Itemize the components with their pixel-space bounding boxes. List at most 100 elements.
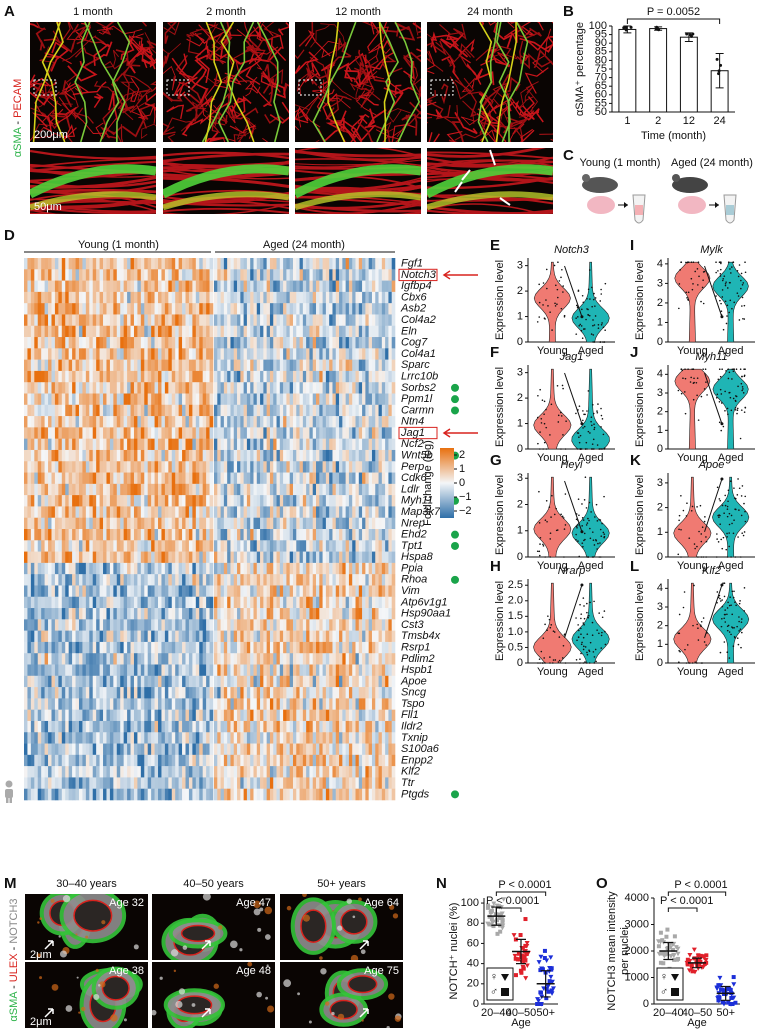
heatmap-cell [134,529,138,541]
heatmap-cell [290,506,294,518]
heatmap-cell [270,642,274,654]
heatmap-cell [296,427,300,439]
heatmap-cell [309,461,313,473]
heatmap-cell [214,608,218,620]
heatmap-cell [100,427,104,439]
heatmap-cell [270,337,274,349]
heatmap-cell [270,585,274,597]
heatmap-cell [359,495,363,507]
heatmap-cell [352,552,356,564]
heatmap-cell [309,608,313,620]
heatmap-cell [296,337,300,349]
heatmap-cell [323,529,327,541]
heatmap-cell [263,427,267,439]
heatmap-cell [240,495,244,507]
heatmap-cell [100,461,104,473]
heatmap-cell [244,540,248,552]
heatmap-cell [290,687,294,699]
heatmap-cell [388,439,392,451]
heatmap-cell [375,687,379,699]
heatmap-cell [110,269,114,281]
heatmap-cell [113,281,117,293]
heatmap-cell [161,360,165,372]
heatmap-cell [300,461,304,473]
heatmap-cell [117,348,121,360]
heatmap-cell [34,585,38,597]
heatmap-cell [309,269,313,281]
heatmap-cell [206,450,210,462]
heatmap-cell [86,450,90,462]
heatmap-cell [300,337,304,349]
heatmap-cell [182,439,186,451]
heatmap-cell [214,405,218,417]
heatmap-cell [24,597,28,609]
heatmap-cell [76,574,80,586]
heatmap-cell [124,529,128,541]
heatmap-cell [365,450,369,462]
heatmap-cell [141,574,145,586]
heatmap-cell [131,269,135,281]
heatmap-cell [124,281,128,293]
heatmap-cell [286,619,290,631]
heatmap-cell [38,506,42,518]
heatmap-cell [260,427,264,439]
heatmap-cell [286,281,290,293]
heatmap-cell [210,382,214,394]
heatmap-cell [362,281,366,293]
heatmap-cell [309,382,313,394]
heatmap-cell [172,631,176,643]
heatmap-cell [277,665,281,677]
heatmap-cell [155,687,159,699]
heatmap-cell [45,371,49,383]
heatmap-cell [65,484,69,496]
heatmap-cell [38,281,42,293]
heatmap-cell [382,484,386,496]
heatmap-cell [260,461,264,473]
heatmap-cell [382,529,386,541]
heatmap-cell [45,461,49,473]
heatmap-cell [72,631,76,643]
heatmap-cell [250,461,254,473]
heatmap-cell [161,371,165,383]
heatmap-cell [356,619,360,631]
heatmap-cell [234,292,238,304]
heatmap-cell [89,653,93,665]
heatmap-cell [192,540,196,552]
heatmap-cell [148,348,152,360]
heatmap-cell [196,484,200,496]
heatmap-cell [48,269,52,281]
heatmap-cell [96,665,100,677]
heatmap-cell [45,574,49,586]
heatmap-cell [155,619,159,631]
heatmap-cell [280,597,284,609]
heatmap-cell [388,416,392,428]
heatmap-cell [280,495,284,507]
heatmap-cell [69,563,73,575]
heatmap-cell [24,348,28,360]
heatmap-cell [309,540,313,552]
heatmap-cell [179,484,183,496]
heatmap-cell [277,348,281,360]
heatmap-cell [93,371,97,383]
heatmap-cell [69,303,73,315]
heatmap-cell [267,676,271,688]
heatmap-cell [300,698,304,710]
heatmap-cell [362,427,366,439]
heatmap-cell [379,371,383,383]
heatmap-cell [372,371,376,383]
heatmap-cell [65,642,69,654]
heatmap-cell [346,439,350,451]
heatmap-cell [290,405,294,417]
heatmap-cell [336,439,340,451]
heatmap-cell [120,608,124,620]
heatmap-cell [270,653,274,665]
heatmap-cell [260,529,264,541]
heatmap-cell [359,461,363,473]
heatmap-cell [290,597,294,609]
heatmap-cell [329,461,333,473]
heatmap-cell [336,303,340,315]
heatmap-cell [273,258,277,270]
heatmap-cell [34,303,38,315]
heatmap-cell [332,314,336,326]
heatmap-cell [148,360,152,372]
